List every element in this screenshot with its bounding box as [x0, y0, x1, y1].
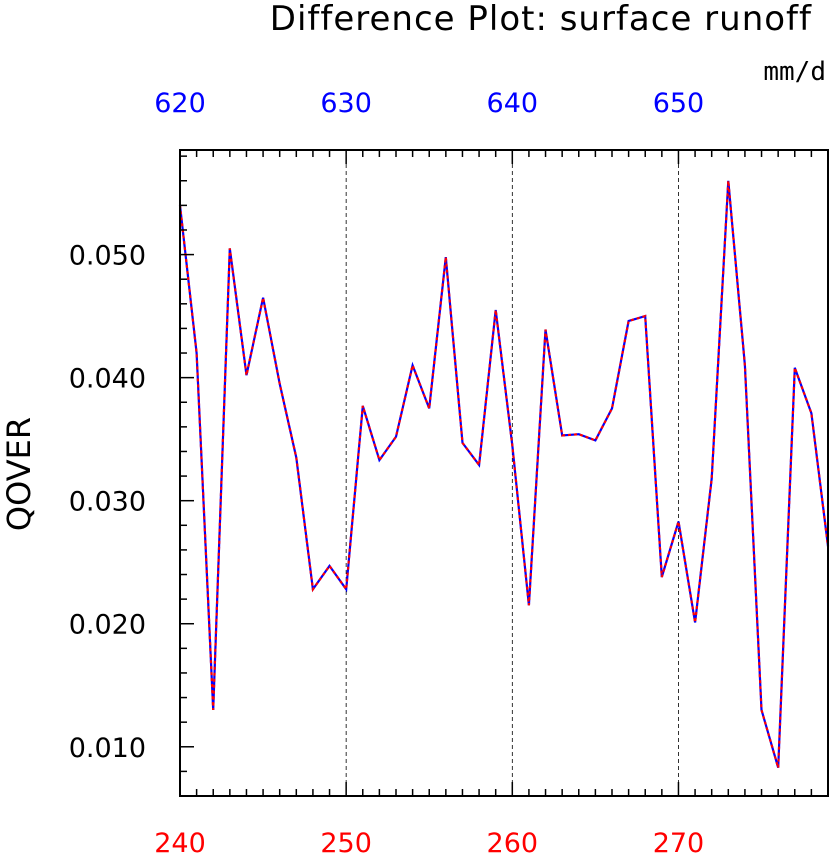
- series-line-1: [178, 180, 830, 769]
- units-label: mm/d: [763, 57, 826, 87]
- y-tick-label: 0.020: [69, 610, 146, 641]
- x-tick-label-bottom: 270: [653, 828, 705, 858]
- plot-frame: [179, 149, 829, 797]
- series-line-2: [178, 180, 830, 769]
- x-tick-label-top: 650: [653, 88, 705, 119]
- x-tick-label-bottom: 240: [154, 828, 206, 858]
- y-tick-label: 0.010: [69, 733, 146, 764]
- grid-lines: [345, 150, 679, 796]
- x-tick-label-top: 620: [154, 88, 206, 119]
- chart-title: Difference Plot: surface runoff: [270, 0, 812, 39]
- y-tick-label: 0.050: [69, 241, 146, 272]
- tick-labels: 240 250 260 270 620 630 640 650 0.010 0.020 0.030 0…: [69, 88, 705, 858]
- x-tick-label-top: 630: [320, 88, 372, 119]
- axes: [179, 149, 829, 797]
- y-axis-label: QOVER: [0, 417, 38, 531]
- data-series: [178, 180, 830, 769]
- x-tick-label-bottom: 260: [487, 828, 539, 858]
- y-tick-label: 0.030: [69, 487, 146, 518]
- x-tick-label-top: 640: [487, 88, 539, 119]
- y-tick-label: 0.040: [69, 364, 146, 395]
- x-tick-label-bottom: 250: [320, 828, 372, 858]
